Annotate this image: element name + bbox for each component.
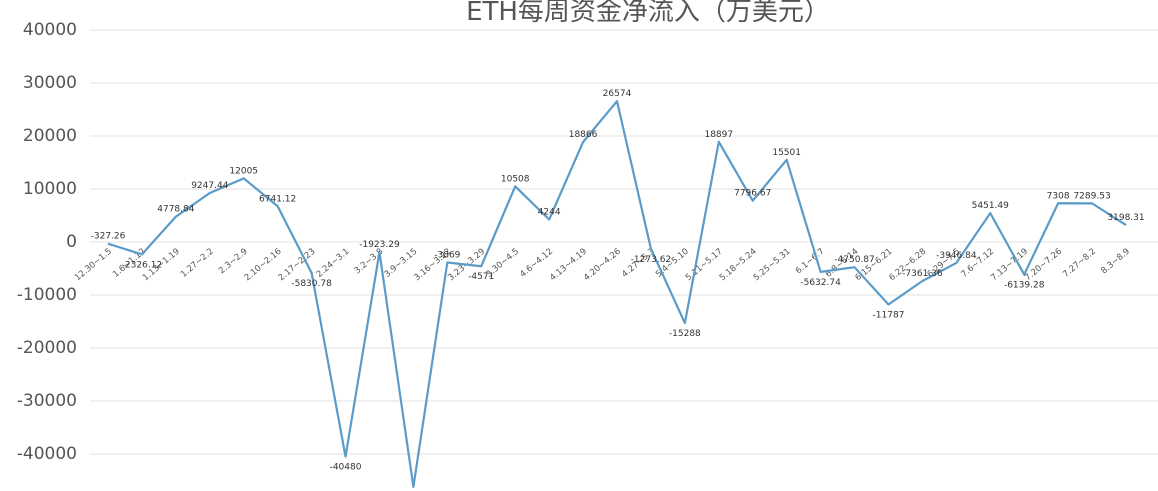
value-label: -3946.84	[936, 251, 977, 261]
value-label: -5830.78	[291, 279, 332, 289]
value-label: 7289.53	[1073, 191, 1110, 201]
value-label: 7796.67	[734, 189, 771, 199]
y-tick-label: -40000	[17, 444, 77, 464]
value-label: -2326.12	[122, 260, 162, 270]
y-tick-label: 40000	[23, 20, 77, 40]
y-tick-label: 20000	[23, 126, 77, 146]
value-label: 10508	[501, 174, 530, 184]
value-label: -5632.74	[800, 278, 841, 288]
value-label: -7361.36	[902, 269, 943, 279]
value-label: -15288	[669, 329, 701, 339]
y-tick-label: -30000	[17, 391, 77, 411]
value-label: 15501	[772, 148, 801, 158]
value-label: -1273.62	[631, 255, 671, 265]
value-label: -40480	[330, 463, 362, 473]
value-label: 3198.31	[1107, 213, 1144, 223]
value-label: 18866	[569, 130, 598, 140]
y-tick-label: 10000	[23, 179, 77, 199]
value-label: -327.26	[91, 232, 126, 242]
value-label: 26574	[603, 89, 632, 99]
value-label: 18897	[704, 130, 733, 140]
value-label: 12005	[229, 166, 258, 176]
y-tick-label: 30000	[23, 73, 77, 93]
y-tick-label: 0	[66, 232, 77, 252]
chart-title: ETH每周资金净流入（万美元）	[466, 0, 830, 27]
value-label: 9247.44	[191, 181, 228, 191]
value-label: -11787	[873, 310, 905, 320]
y-tick-label: -10000	[17, 285, 77, 305]
value-label: -1923.29	[359, 240, 400, 250]
value-label: -4750.87	[834, 255, 874, 265]
value-label: -6139.28	[1004, 281, 1045, 291]
value-label: -3869	[434, 251, 460, 261]
value-label: 4244	[538, 208, 561, 218]
value-label: 6741.12	[259, 194, 296, 204]
value-label: 4778.84	[157, 205, 194, 215]
data-line	[107, 100, 1127, 488]
value-label: 7308	[1047, 191, 1070, 201]
value-label: 5451.49	[972, 201, 1009, 211]
y-tick-label: -20000	[17, 338, 77, 358]
value-label: -4571	[468, 272, 494, 282]
